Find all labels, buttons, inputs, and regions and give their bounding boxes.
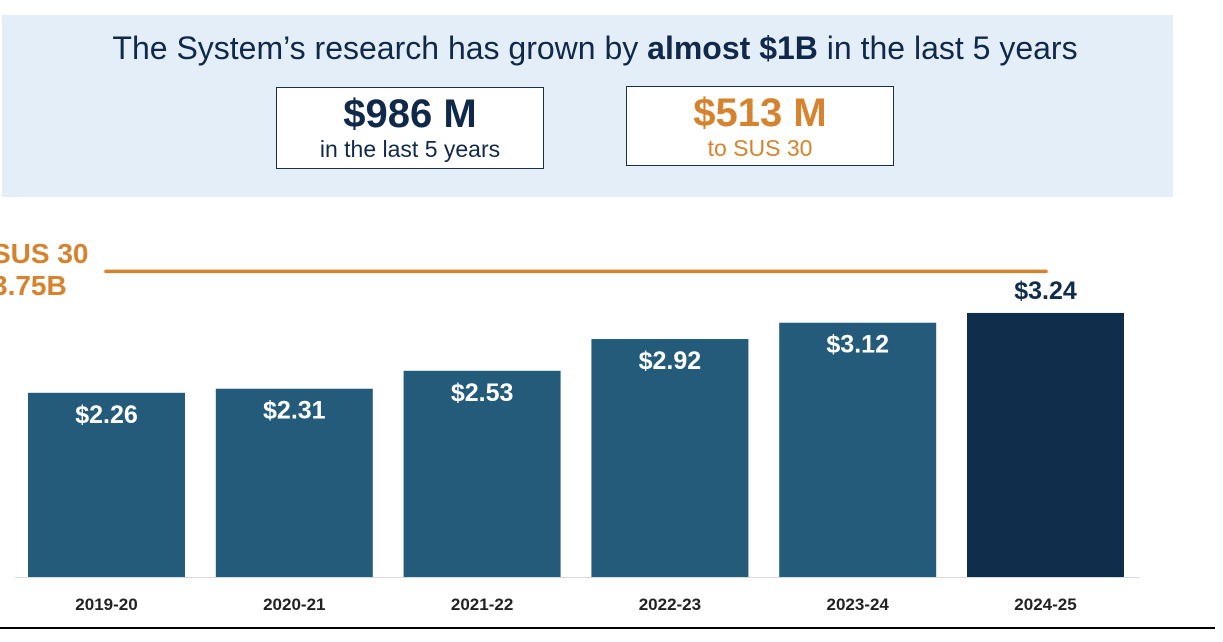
headline: The System’s research has grown by almos…: [0, 30, 1190, 67]
callout-remaining: $513 M to SUS 30: [626, 86, 894, 166]
bar-2019-20: [28, 392, 185, 577]
data-label-2021-22: $2.53: [451, 379, 514, 407]
target-label-value: 3.75B: [0, 270, 67, 301]
callout-remaining-caption: to SUS 30: [707, 135, 813, 161]
x-tick-label-2023-24: 2023-24: [827, 595, 890, 614]
callout-growth-caption: in the last 5 years: [319, 136, 501, 162]
bar-2021-22: [403, 370, 561, 577]
bar-2023-24: [779, 322, 937, 577]
bottom-rule: [0, 627, 1215, 629]
data-label-2022-23: $2.92: [639, 347, 702, 375]
x-tick-label-2024-25: 2024-25: [1014, 595, 1076, 614]
callout-remaining-value: $513 M: [693, 91, 827, 135]
data-label-2023-24: $3.12: [826, 331, 889, 359]
callout-growth-value: $986 M: [343, 92, 477, 136]
bar-2022-23: [591, 339, 749, 577]
bar-2024-25: [967, 312, 1124, 577]
headline-text: The System’s research has grown by: [112, 30, 648, 66]
x-tick-label-2020-21: 2020-21: [263, 595, 325, 614]
target-label: SUS 30 3.75B: [0, 238, 89, 302]
x-tick-label-2021-22: 2021-22: [451, 595, 513, 614]
bar-2020-21: [215, 388, 373, 577]
x-tick-label-2019-20: 2019-20: [75, 595, 137, 614]
x-tick-label-2022-23: 2022-23: [639, 595, 701, 614]
data-label-2019-20: $2.26: [75, 401, 138, 429]
headline-text-end: in the last 5 years: [817, 30, 1078, 66]
data-label-2020-21: $2.31: [263, 397, 326, 425]
callout-growth: $986 M in the last 5 years: [276, 87, 544, 169]
headline-emphasis: almost $1B: [647, 30, 818, 66]
summary-banner: [2, 15, 1173, 197]
data-label-2024-25: $3.24: [1014, 277, 1077, 305]
target-label-name: SUS 30: [0, 238, 89, 269]
